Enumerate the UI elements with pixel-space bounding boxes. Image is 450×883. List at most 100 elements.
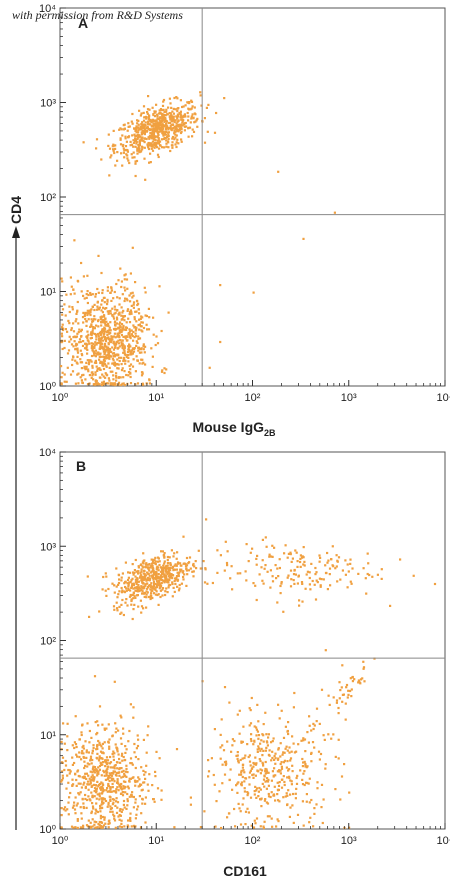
panel-a-event-dot: [144, 363, 147, 366]
panel-b-event-dot: [166, 580, 170, 583]
panel-b-event-dot: [116, 786, 119, 789]
panel-b-event-dot: [149, 597, 152, 601]
panel-a-event-dot: [125, 328, 128, 331]
panel-b-event-dot: [290, 560, 293, 563]
panel-a-event-dot: [121, 134, 124, 137]
panel-a-event-dot: [98, 353, 101, 356]
panel-b-event-dot: [286, 576, 289, 579]
panel-a-event-dot: [122, 151, 125, 154]
panel-a-event-dot: [109, 338, 112, 341]
panel-b-event-dot: [324, 649, 327, 652]
panel-b-event-dot: [276, 818, 279, 821]
panel-b-event-dot: [136, 808, 139, 811]
panel-b-event-dot: [308, 576, 311, 580]
panel-a-event-dot: [125, 278, 129, 281]
panel-a-event-dot: [179, 99, 182, 102]
panel-a-event-dot: [169, 149, 172, 153]
panel-b-event-dot: [282, 796, 285, 799]
panel-a-event-dot: [108, 174, 111, 177]
panel-b-event-dot: [296, 560, 299, 563]
panel-a-event-dot: [159, 126, 162, 129]
panel-a-event-dot: [127, 371, 131, 374]
panel-a-event-dot: [89, 291, 92, 295]
panel-b-event-dot: [283, 552, 286, 555]
panel-a-event-dot: [192, 130, 196, 133]
panel-b-event-dot: [68, 796, 71, 799]
panel-a-event-dot: [73, 239, 76, 242]
panel-a-event-dot: [137, 337, 140, 341]
panel-b-event-dot: [346, 586, 349, 589]
panel-b-event-dot: [289, 569, 293, 572]
panel-b-event-dot: [135, 570, 138, 573]
panel-a-event-dot: [61, 280, 64, 283]
panel-a-event-dot: [139, 317, 142, 320]
panel-a-event-dot: [172, 112, 175, 115]
panel-b-event-dot: [314, 598, 318, 601]
panel-b-event-dot: [142, 769, 145, 772]
panel-a-event-dot: [162, 130, 165, 133]
panel-b-event-dot: [282, 610, 285, 613]
panel-b-event-dot: [167, 566, 170, 569]
panel-b-event-dot: [185, 567, 188, 570]
panel-a-event-dot: [97, 351, 100, 354]
panel-b-event-dot: [98, 757, 101, 760]
panel-b-event-dot: [113, 817, 116, 820]
panel-a-event-dot: [69, 276, 72, 279]
panel-b-event-dot: [61, 779, 64, 782]
panel-a-event-dot: [149, 131, 152, 135]
panel-b-event-dot: [274, 757, 277, 760]
panel-a-event-dot: [93, 344, 96, 347]
panel-a-event-dot: [94, 293, 97, 296]
panel-a-event-dot: [138, 362, 141, 365]
panel-a-event-dot: [127, 346, 131, 349]
panel-a-event-dot: [133, 127, 136, 130]
panel-b-event-dot: [223, 773, 227, 776]
panel-b-event-dot: [289, 779, 292, 782]
panel-b-event-dot: [114, 773, 118, 776]
panel-a-event-dot: [78, 328, 81, 331]
panel-a-event-dot: [132, 139, 135, 142]
panel-b-event-dot: [79, 782, 82, 785]
panel-b-event-dot: [266, 570, 269, 573]
panel-b-event-dot: [115, 797, 118, 800]
panel-a-event-dot: [106, 337, 109, 340]
panel-b-event-dot: [266, 777, 269, 780]
panel-b-event-dot: [337, 738, 340, 741]
panel-a-event-dot: [107, 144, 110, 147]
panel-b-event-dot: [136, 594, 139, 597]
panel-a-event-dot: [93, 351, 96, 355]
panel-a-event-dot: [125, 148, 128, 152]
panel-a-event-dot: [189, 121, 192, 124]
panel-a-event-dot: [191, 105, 194, 108]
panel-b-event-dot: [101, 588, 104, 591]
panel-b-event-dot: [120, 767, 123, 770]
panel-a-event-dot: [114, 364, 117, 367]
panel-b-event-dot: [99, 743, 102, 746]
panel-a-event-dot: [114, 346, 117, 349]
panel-a-event-dot: [118, 297, 121, 300]
panel-a-event-dot: [84, 311, 87, 314]
panel-a-event-dot: [88, 382, 91, 385]
panel-b-event-dot: [283, 783, 286, 787]
panel-a-event-dot: [145, 323, 148, 326]
panel-b-event-dot: [163, 581, 166, 584]
panel-b-event-dot: [99, 750, 103, 753]
panel-a-event-dot: [114, 336, 117, 339]
panel-b-event-dot: [172, 586, 175, 589]
panel-b-event-dot: [253, 762, 256, 766]
panel-b-event-dot: [223, 569, 226, 572]
panel-a-event-dot: [87, 293, 90, 297]
panel-a-event-dot: [160, 329, 163, 333]
panel-b-event-dot: [76, 802, 79, 805]
panel-a-x-tick-label: 10²: [245, 392, 261, 404]
panel-b-event-dot: [61, 770, 64, 773]
panel-a-event-dot: [142, 119, 146, 122]
panel-b-event-dot: [117, 583, 120, 586]
panel-a-event-dot: [144, 291, 147, 294]
panel-b-event-dot: [151, 574, 154, 577]
panel-b-event-dot: [108, 779, 111, 783]
panel-b-event-dot: [301, 757, 304, 761]
panel-b-event-dot: [289, 585, 293, 588]
panel-b-event-dot: [238, 732, 241, 735]
panel-b-event-dot: [177, 561, 180, 564]
